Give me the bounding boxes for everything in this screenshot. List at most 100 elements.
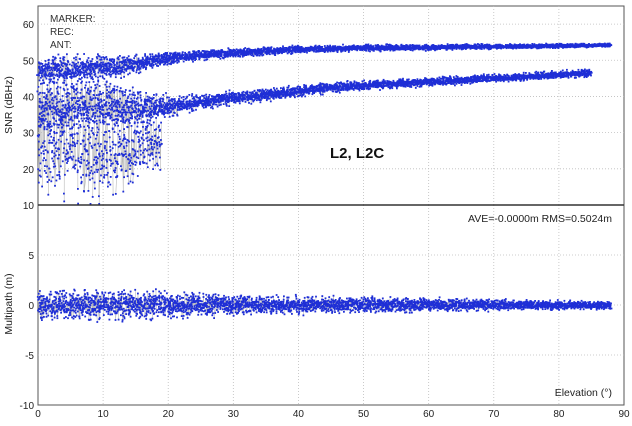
data-point [41,76,43,78]
data-point [127,74,129,76]
data-point [147,99,149,101]
data-point [97,77,99,79]
data-point [113,99,115,101]
data-point [88,127,90,129]
data-point [139,62,141,64]
data-point [61,113,63,115]
data-point [120,87,122,89]
data-point [92,109,94,111]
data-point [59,57,61,59]
data-point [94,71,96,73]
data-point [151,65,153,67]
data-point [180,108,182,110]
data-point [74,108,76,110]
data-point [269,53,271,55]
data-point [79,65,81,67]
data-point [73,76,75,78]
data-point [64,73,66,75]
data-point [106,89,108,91]
data-point [100,62,102,64]
data-point [191,101,193,103]
data-point [88,109,90,111]
data-point [52,56,54,58]
data-point [164,116,166,118]
data-point [102,92,104,94]
data-point [60,99,62,101]
data-point [99,119,101,121]
data-point [142,106,144,108]
data-point [110,109,112,111]
data-point [257,54,259,56]
data-point [133,70,135,72]
data-point [97,107,99,109]
data-point [116,105,118,107]
data-point [47,70,49,72]
data-point [137,111,139,113]
data-point [186,59,188,61]
data-point [221,53,223,55]
data-point [124,56,126,58]
data-point [111,64,113,66]
data-point [101,72,103,74]
data-point [60,87,62,89]
data-point [93,112,95,114]
data-point [149,108,151,110]
data-point [144,101,146,103]
data-point [226,104,228,106]
data-point [125,89,127,91]
data-point [55,57,57,59]
data-point [105,63,107,65]
data-point [47,75,49,77]
data-point [48,114,50,116]
data-point [127,112,129,114]
data-point [95,97,97,99]
data-point [171,101,173,103]
data-point [61,69,63,71]
data-point [74,111,76,113]
data-point [66,77,68,79]
data-point [100,122,102,124]
data-point [266,53,268,55]
data-point [179,52,181,54]
data-point [53,100,55,102]
data-point [166,64,168,66]
data-point [74,106,76,108]
data-point [192,59,194,61]
data-point [61,63,63,65]
data-point [39,98,41,100]
data-point [93,94,95,96]
data-point [522,46,524,48]
data-point [151,111,153,113]
data-point [91,60,93,62]
data-point [41,115,43,117]
data-point [172,56,174,58]
data-point [134,121,136,123]
data-point [131,107,133,109]
data-point [176,62,178,64]
data-point [209,94,211,96]
data-point [110,83,112,85]
data-point [66,125,68,127]
data-point [99,91,101,93]
data-point [84,74,86,76]
data-point [42,92,44,94]
data-point [315,45,317,47]
data-point [93,81,95,83]
data-point [58,54,60,56]
data-point [78,127,80,129]
data-point [46,109,48,111]
data-point [228,100,230,102]
data-point [90,119,92,121]
data-point [106,105,108,107]
data-point [49,108,51,110]
data-point [78,100,80,102]
data-point [164,64,166,66]
data-point [186,108,188,110]
data-point [108,102,110,104]
data-point [113,59,115,61]
data-point [226,93,228,95]
data-point [117,103,119,105]
data-point [48,59,50,61]
data-point [98,99,100,101]
data-point [166,55,168,57]
